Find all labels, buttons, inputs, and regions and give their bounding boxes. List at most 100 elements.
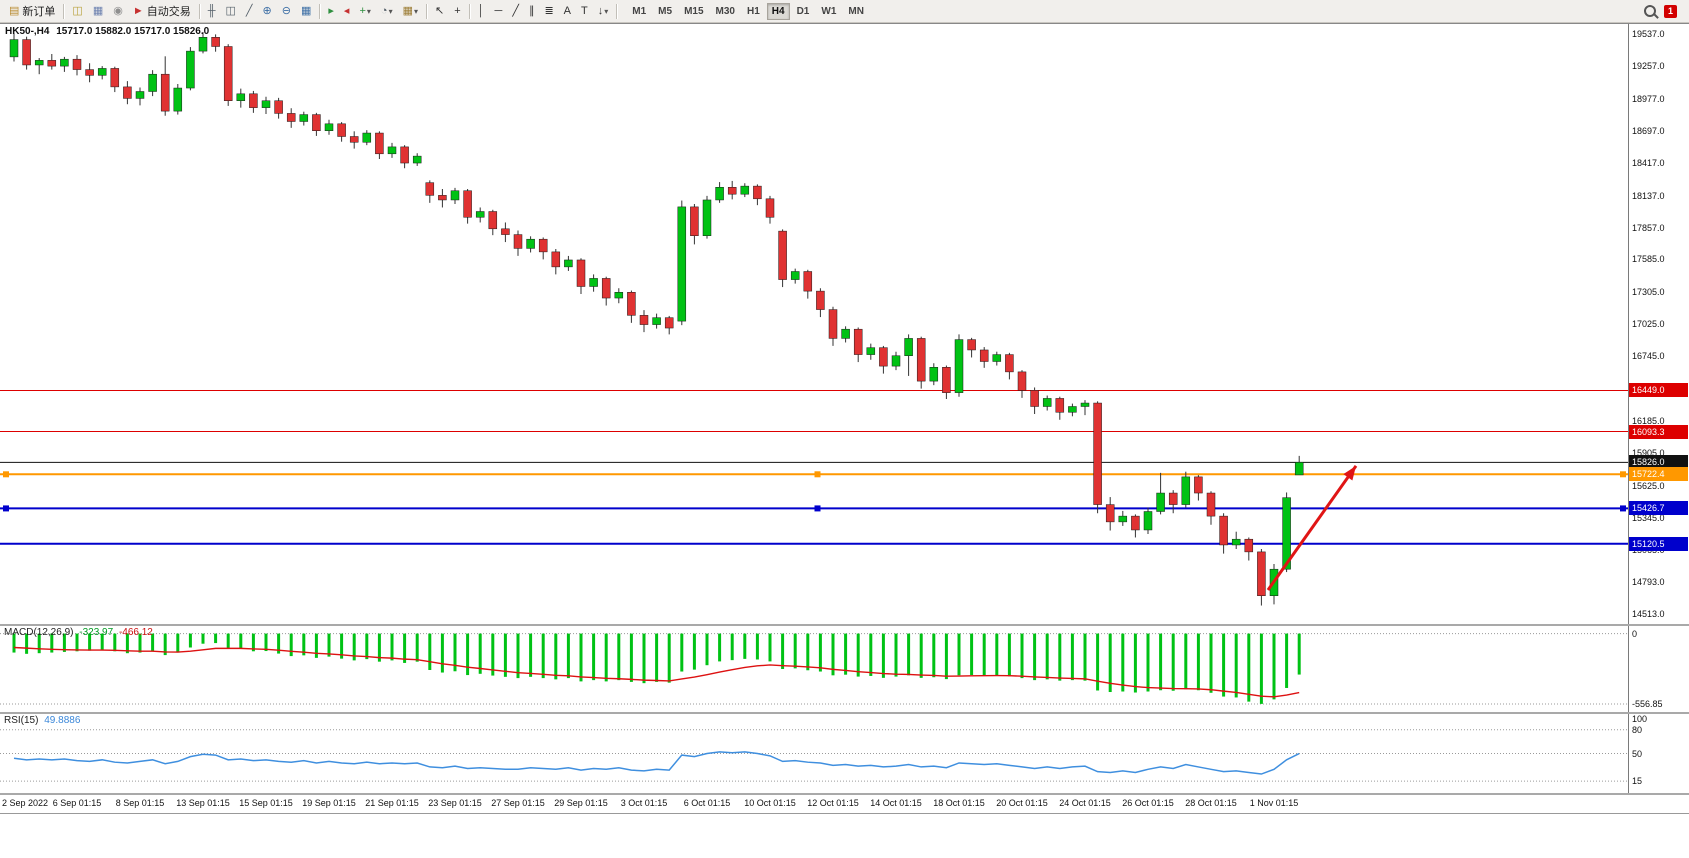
horizontal-line-button[interactable]: ─ <box>491 1 507 21</box>
timeframe-m15-button[interactable]: M15 <box>684 5 704 17</box>
line-handle[interactable] <box>3 471 9 478</box>
arrow-objects-icon: ↓ <box>597 4 604 17</box>
price-tick-19257.0: 19257.0 <box>1632 61 1665 72</box>
macd-canvas[interactable] <box>0 626 1629 712</box>
price-badge-16449.0: 16449.0 <box>1629 383 1688 398</box>
profiles-button[interactable]: ▦ <box>89 1 107 21</box>
time-label: 23 Sep 01:15 <box>428 798 482 808</box>
arrows-button[interactable]: ↓ ▾ <box>594 1 613 21</box>
time-label: 19 Sep 01:15 <box>302 798 356 808</box>
timeframe-h4-button[interactable]: H4 <box>766 2 790 20</box>
timeframe-w1-button[interactable]: W1 <box>821 5 837 17</box>
cursor-button[interactable]: ↖ <box>431 1 448 21</box>
trendline-icon: ╱ <box>512 4 519 17</box>
template-grid-icon: ▦ <box>402 4 413 17</box>
macd-signal-line <box>13 646 1300 698</box>
timeframe-m1-button[interactable]: M1 <box>632 5 647 17</box>
line-handle[interactable] <box>1620 471 1626 478</box>
dropdown-arrow-icon: ▾ <box>366 6 371 16</box>
text-button[interactable]: A <box>560 1 575 21</box>
line-handle[interactable] <box>814 471 821 478</box>
time-label: 2 Sep 2022 <box>2 798 49 808</box>
price-scale[interactable]: 19537.0 19257.0 18977.0 18697.0 18417.0 18137… <box>1628 24 1689 624</box>
price-tick-18977.0: 18977.0 <box>1632 93 1665 104</box>
trendline-button[interactable]: ╱ <box>508 1 523 21</box>
main-toolbar: ▤ 新订单 ◫ ▦ ◉ ► 自动交易 ╫ ◫ ╱ ⊕ ⊖ ▦ ▸ ◂ + ▾ ◔ ▾ ▦ ▾ ↖ + │ ─ ╱ ∥ ≣ A T ↓ ▾ M1… <box>0 0 1689 23</box>
chart-shift-button[interactable]: ◂ <box>340 1 354 21</box>
timeframe-d1-button[interactable]: D1 <box>796 5 810 17</box>
autoscroll-button[interactable]: ▸ <box>324 1 338 21</box>
zoom-out-button[interactable]: ⊖ <box>278 1 295 21</box>
time-label: 10 Oct 01:15 <box>744 798 796 808</box>
timeframe-m30-button[interactable]: M30 <box>715 5 735 17</box>
candlestick-icon: ◫ <box>225 4 236 17</box>
time-label: 18 Oct 01:15 <box>933 798 985 808</box>
rsi-tick-80: 80 <box>1632 724 1643 735</box>
zoom-in-button[interactable]: ⊕ <box>259 1 276 21</box>
time-label: 24 Oct 01:15 <box>1059 798 1111 808</box>
line-handle[interactable] <box>3 505 9 512</box>
crosshair-icon: + <box>454 4 461 17</box>
time-label: 21 Sep 01:15 <box>365 798 419 808</box>
line-handle[interactable] <box>1620 505 1626 512</box>
main-chart-canvas[interactable] <box>0 24 1629 624</box>
timeframe-h1-button[interactable]: H1 <box>746 5 760 17</box>
dropdown-arrow-icon: ▾ <box>388 6 393 16</box>
fibonacci-icon: ≣ <box>544 4 554 17</box>
price-tick-17857.0: 17857.0 <box>1632 223 1665 233</box>
templates-button[interactable]: ▦ ▾ <box>399 1 422 21</box>
new-order-button[interactable]: ▤ 新订单 <box>5 1 59 21</box>
price-chart[interactable]: HK50-,H4 15717.0 15882.0 15717.0 15826.0 <box>0 24 1629 624</box>
bars-chart-button[interactable]: ╫ <box>204 1 220 21</box>
notification-badge[interactable]: 1 <box>1664 4 1677 18</box>
vertical-line-button[interactable]: │ <box>474 1 489 21</box>
data-window-button[interactable]: ◉ <box>109 1 127 21</box>
toolbar-separator <box>63 3 65 19</box>
arrow-head-icon <box>1343 465 1356 481</box>
time-scale[interactable]: 2 Sep 2022 6 Sep 01:15 8 Sep 01:15 13 Sep 0… <box>0 795 1689 813</box>
time-label: 6 Sep 01:15 <box>52 798 102 808</box>
label-button[interactable]: T <box>577 1 592 21</box>
periods-button[interactable]: ◔ ▾ <box>377 1 397 21</box>
time-label: 6 Oct 01:15 <box>683 798 731 808</box>
time-label: 1 Nov 01:15 <box>1249 798 1299 808</box>
time-label: 20 Oct 01:15 <box>996 798 1048 808</box>
macd-scale[interactable]: 0 -556.85 <box>1628 626 1689 712</box>
crosshair-button[interactable]: + <box>450 1 464 21</box>
trend-arrow[interactable] <box>1266 465 1358 591</box>
timeframe-m5-button[interactable]: M5 <box>658 5 673 17</box>
add-indicator-icon: + <box>359 4 366 17</box>
rsi-canvas[interactable] <box>0 714 1629 793</box>
line-handle[interactable] <box>814 505 821 512</box>
main-chart-pane: HK50-,H4 15717.0 15882.0 15717.0 15826.0… <box>0 24 1689 626</box>
price-tick-18417.0: 18417.0 <box>1632 158 1665 169</box>
price-tick-14513.0: 14513.0 <box>1632 608 1665 619</box>
price-tick-18697.0: 18697.0 <box>1632 126 1665 137</box>
new-order-button-label: 新订单 <box>22 6 56 18</box>
rsi-scale[interactable]: 100 80 50 15 <box>1628 714 1689 793</box>
price-badge-15120.5: 15120.5 <box>1629 536 1688 551</box>
timeframe-mn-button[interactable]: MN <box>848 5 864 17</box>
fibonacci-button[interactable]: ≣ <box>540 1 557 21</box>
autotrade-button-label: 自动交易 <box>146 6 191 18</box>
search-icon[interactable] <box>1644 5 1656 17</box>
text-icon: A <box>563 4 572 17</box>
new-chart-button[interactable]: ◫ <box>68 1 86 21</box>
time-label: 3 Oct 01:15 <box>620 798 668 808</box>
price-tick-16185.0: 16185.0 <box>1632 415 1665 426</box>
macd-chart[interactable]: MACD(12,26,9) -323.97 -466.12 <box>0 626 1629 712</box>
chart-shift-icon: ◂ <box>343 4 350 17</box>
macd-signal-value: -466.12 <box>118 627 153 638</box>
indicators-button[interactable]: + ▾ <box>355 1 374 21</box>
line-chart-button[interactable]: ╱ <box>242 1 257 21</box>
toolbar-separator <box>468 3 470 19</box>
cursor-arrow-icon: ↖ <box>435 4 445 17</box>
autotrade-button[interactable]: ► 自动交易 <box>129 1 195 21</box>
candles-chart-button[interactable]: ◫ <box>222 1 240 21</box>
rsi-title: RSI(15) <box>4 715 39 726</box>
rsi-chart[interactable]: RSI(15) 49.8886 <box>0 714 1629 793</box>
price-tick-15345.0: 15345.0 <box>1632 512 1665 523</box>
tile-windows-button[interactable]: ▦ <box>297 1 315 21</box>
channel-button[interactable]: ∥ <box>525 1 539 21</box>
price-badge-15426.7: 15426.7 <box>1629 501 1688 516</box>
